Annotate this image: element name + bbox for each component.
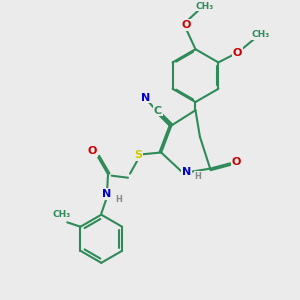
Text: N: N — [141, 93, 150, 103]
Text: C: C — [154, 106, 162, 116]
Text: CH₃: CH₃ — [53, 211, 71, 220]
Text: N: N — [102, 189, 111, 199]
Text: O: O — [231, 157, 241, 167]
Text: S: S — [134, 150, 142, 160]
Text: O: O — [233, 48, 242, 58]
Text: CH₃: CH₃ — [252, 30, 270, 39]
Text: O: O — [182, 20, 191, 30]
Text: CH₃: CH₃ — [196, 2, 214, 10]
Text: N: N — [182, 167, 191, 177]
Text: H: H — [115, 195, 122, 204]
Text: H: H — [194, 172, 201, 181]
Text: O: O — [88, 146, 97, 156]
